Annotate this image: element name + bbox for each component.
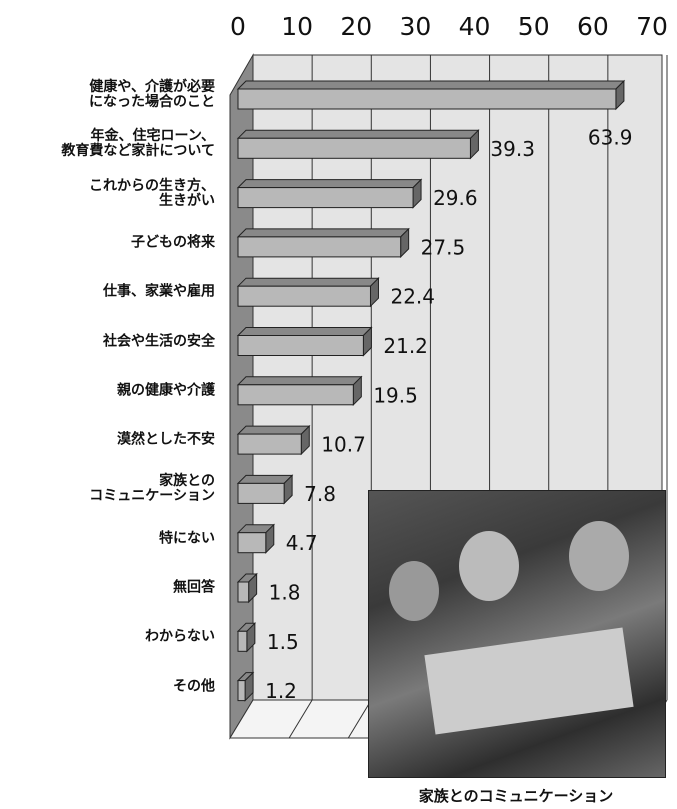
- value-label: 39.3: [490, 137, 535, 161]
- bar: [237, 187, 414, 209]
- value-label: 63.9: [588, 126, 633, 150]
- x-tick-label: 30: [400, 12, 432, 41]
- photo-caption: 家族とのコミュニケーション: [418, 787, 614, 805]
- bar-top: [236, 179, 423, 189]
- grid-line: [347, 699, 372, 739]
- category-label: 家族との コミュニケーション: [89, 473, 215, 505]
- category-label: わからない: [145, 628, 215, 645]
- photo: [368, 490, 666, 778]
- bar-top: [236, 474, 294, 484]
- category-label: その他: [173, 678, 215, 695]
- x-tick-label: 10: [281, 12, 313, 41]
- value-label: 4.7: [286, 531, 318, 555]
- value-label: 1.5: [267, 630, 299, 654]
- bar-top: [236, 327, 373, 336]
- value-label: 21.2: [383, 334, 428, 358]
- category-label: 特にない: [159, 530, 215, 547]
- bar: [237, 482, 285, 504]
- bar: [237, 532, 267, 554]
- x-tick-label: 20: [340, 12, 372, 41]
- category-label: 仕事、家業や雇用: [103, 283, 215, 300]
- value-label: 19.5: [373, 383, 418, 407]
- category-label: 社会や生活の安全: [103, 333, 215, 349]
- bar-top: [236, 376, 363, 386]
- value-label: 7.8: [304, 482, 336, 506]
- bar-top: [236, 80, 626, 90]
- value-label: 22.4: [390, 285, 435, 309]
- bar: [237, 236, 402, 258]
- bar-top: [236, 277, 380, 287]
- value-label: 27.5: [421, 235, 466, 259]
- category-label: 子どもの将来: [131, 234, 215, 251]
- category-label: 年金、住宅ローン、 教育費など家計について: [61, 128, 215, 160]
- value-label: 1.8: [269, 581, 301, 605]
- x-tick-label: 70: [636, 12, 668, 41]
- bar: [237, 285, 371, 307]
- bar: [237, 433, 302, 455]
- value-label: 1.2: [265, 679, 297, 703]
- bar-top: [236, 228, 410, 238]
- category-label: 親の健康や介護: [117, 382, 215, 399]
- value-label: 29.6: [433, 186, 478, 210]
- category-label: 健康や、介護が必要 になった場合のこと: [89, 79, 215, 110]
- grid-line: [288, 699, 313, 739]
- bar: [237, 88, 617, 110]
- x-tick-label: 40: [459, 12, 491, 41]
- category-label: 漠然とした不安: [117, 431, 215, 448]
- x-tick-label: 60: [577, 12, 609, 41]
- bar: [237, 581, 250, 603]
- bar: [237, 680, 246, 702]
- bar: [237, 384, 354, 406]
- bar: [237, 630, 248, 652]
- category-label: これからの生き方、 生きがい: [89, 177, 215, 209]
- bar: [237, 137, 471, 159]
- value-label: 10.7: [321, 433, 366, 457]
- category-label: 無回答: [173, 579, 215, 596]
- bar-top: [236, 425, 311, 435]
- bar-top: [236, 129, 480, 139]
- bar: [237, 335, 364, 356]
- x-tick-label: 50: [518, 12, 550, 41]
- x-tick-label: 0: [230, 12, 246, 41]
